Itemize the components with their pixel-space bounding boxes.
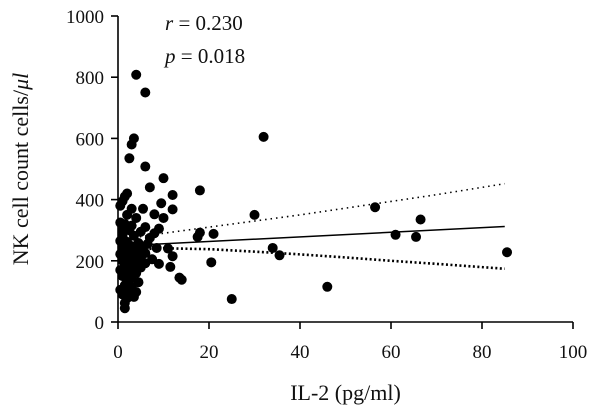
data-point <box>131 212 142 223</box>
confidence-band-upper <box>117 182 505 241</box>
data-point <box>158 173 169 184</box>
y-tick-label: 1000 <box>66 7 104 28</box>
y-tick-label: 600 <box>76 129 105 150</box>
data-point <box>115 200 126 211</box>
p-symbol: p <box>163 44 176 68</box>
data-point <box>149 209 160 220</box>
x-tick-label: 80 <box>473 342 492 363</box>
data-point <box>163 243 174 254</box>
p-value-label: p = 0.018 <box>163 44 245 68</box>
data-point <box>226 294 237 305</box>
data-point <box>206 257 217 268</box>
data-point <box>370 202 381 213</box>
p-value: = 0.018 <box>176 44 246 68</box>
y-tick-label: 200 <box>76 252 105 273</box>
data-point <box>140 161 151 172</box>
data-point <box>274 250 285 261</box>
data-point <box>258 131 269 142</box>
data-point <box>151 242 162 253</box>
data-point <box>194 185 205 196</box>
data-point <box>158 212 169 223</box>
data-point <box>502 247 513 258</box>
data-point <box>124 153 135 164</box>
data-point <box>165 261 176 272</box>
x-tick-label: 20 <box>200 342 219 363</box>
data-point <box>411 231 422 242</box>
x-ticks: 0 20 40 60 80 100 <box>113 322 587 363</box>
data-point <box>122 209 133 220</box>
data-point <box>140 87 151 98</box>
r-symbol: r <box>165 11 174 35</box>
regression-lines <box>117 182 505 271</box>
data-point <box>176 274 187 285</box>
data-point <box>138 203 149 214</box>
data-point <box>126 139 137 150</box>
data-point <box>249 209 260 220</box>
y-axis-title: NK cell count cells/μl <box>8 73 33 266</box>
y-ticks: 0 200 400 600 800 1000 <box>66 7 118 334</box>
data-point <box>167 251 178 262</box>
data-point <box>267 242 278 253</box>
x-tick-label: 100 <box>559 342 588 363</box>
data-point <box>119 303 130 314</box>
regression-fit-line <box>117 225 505 247</box>
data-point <box>144 182 155 193</box>
r-value: = 0.230 <box>173 11 243 35</box>
y-axis-title-text: NK cell count cells/ <box>8 89 33 265</box>
data-point <box>167 190 178 201</box>
x-tick-label: 40 <box>291 342 310 363</box>
data-points <box>115 69 513 314</box>
data-point <box>128 230 139 241</box>
data-point <box>390 229 401 240</box>
data-point <box>415 214 426 225</box>
data-point <box>192 231 203 242</box>
y-tick-label: 0 <box>95 313 105 334</box>
data-point <box>131 69 142 80</box>
data-point <box>153 258 164 269</box>
data-point <box>322 281 333 292</box>
y-tick-label: 800 <box>76 68 105 89</box>
data-point <box>167 204 178 215</box>
y-tick-label: 400 <box>76 191 105 212</box>
x-axis-title: IL-2 (pg/ml) <box>290 380 401 405</box>
data-point <box>208 228 219 239</box>
data-point <box>156 198 167 209</box>
x-tick-label: 0 <box>113 342 123 363</box>
y-axis-title-unit: μl <box>8 73 33 91</box>
correlation-r-label: r = 0.230 <box>165 11 243 35</box>
x-tick-label: 60 <box>382 342 401 363</box>
